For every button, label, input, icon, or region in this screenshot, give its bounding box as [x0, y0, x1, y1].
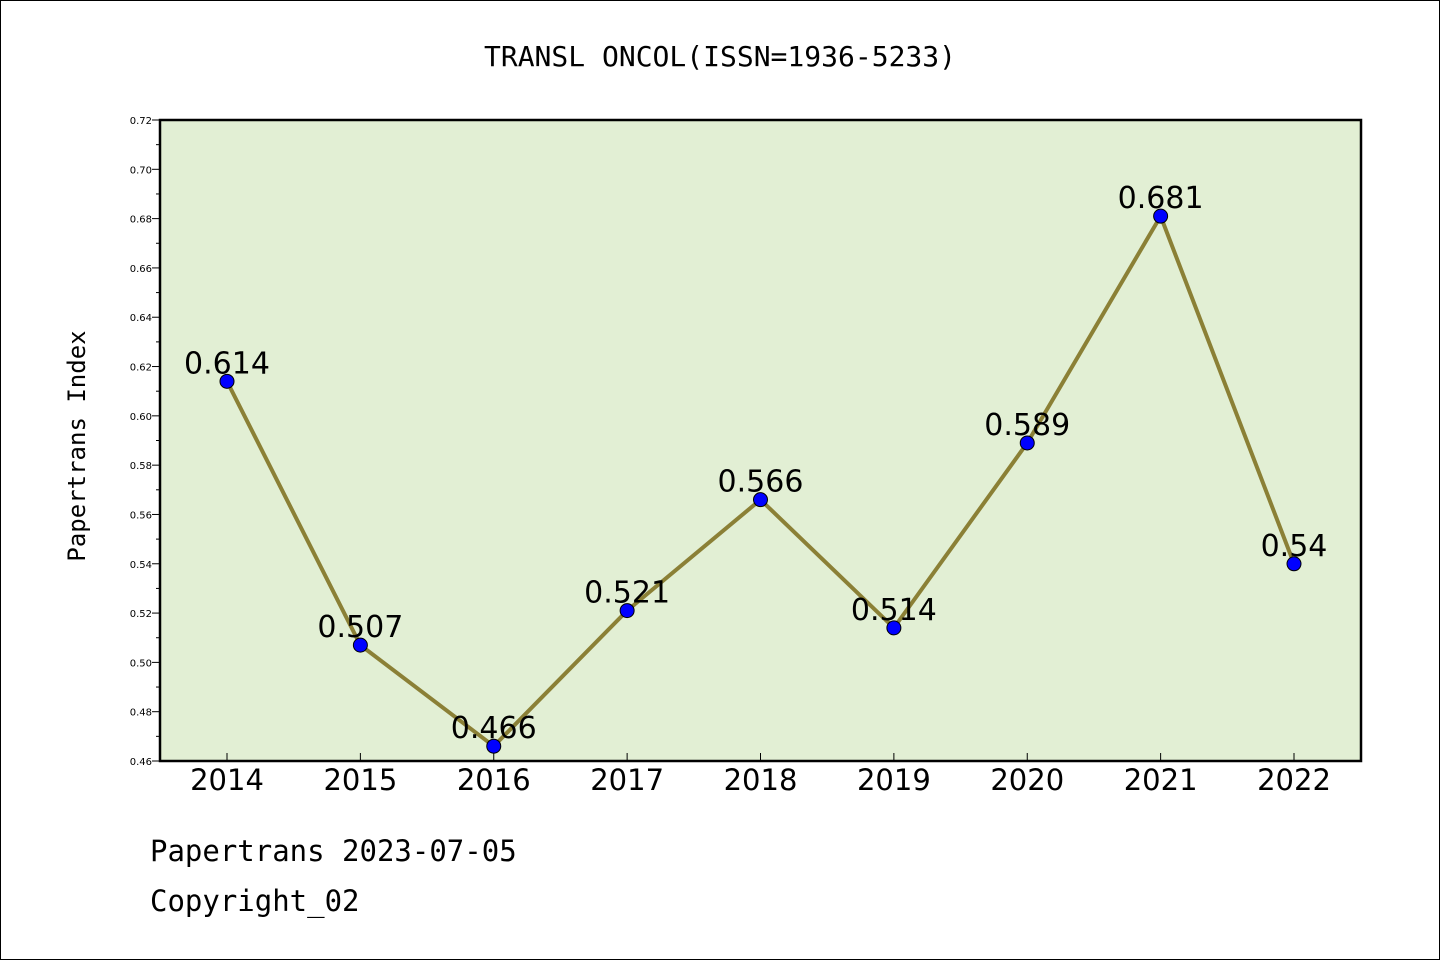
data-point [1153, 208, 1169, 224]
data-points [219, 208, 1302, 754]
data-labels: 0.614 0.507 0.466 0.521 0.566 0.514 0.589 0.681… [184, 181, 1327, 746]
y-tick-label: 0.72 [130, 116, 152, 127]
plot-border [158, 118, 1363, 763]
data-point [219, 373, 235, 389]
x-tick-label: 2020 [990, 763, 1064, 797]
y-axis-label: Papertrans Index [63, 330, 91, 561]
y-tick-label: 0.54 [130, 560, 152, 571]
x-tick-label: 2014 [190, 763, 264, 797]
data-point [486, 738, 502, 754]
data-label: 0.54 [1261, 529, 1328, 564]
y-tick-label: 0.68 [130, 215, 152, 226]
y-tick-label: 0.64 [130, 313, 152, 324]
x-tick-label: 2021 [1124, 763, 1198, 797]
x-tick-label: 2018 [724, 763, 798, 797]
y-tick-label: 0.52 [130, 609, 152, 620]
plot-area [160, 120, 1361, 761]
data-label: 0.521 [584, 576, 670, 611]
y-tick-label: 0.46 [130, 757, 152, 768]
footer-date-text: Papertrans 2023-07-05 [150, 834, 517, 868]
y-tick-label: 0.70 [130, 165, 152, 176]
y-tick-label: 0.62 [130, 363, 152, 374]
x-tick-label: 2019 [857, 763, 931, 797]
data-label: 0.507 [317, 610, 403, 645]
x-axis: 2014 2015 2016 2017 2018 2019 2020 2021 2022 [190, 753, 1331, 797]
data-point [886, 620, 902, 636]
y-tick-label: 0.56 [130, 510, 152, 521]
x-tick-label: 2017 [590, 763, 664, 797]
y-tick-label: 0.66 [130, 264, 152, 275]
y-tick-label: 0.60 [130, 412, 152, 423]
data-label: 0.614 [184, 346, 270, 381]
data-point [619, 603, 635, 619]
x-tick-label: 2022 [1257, 763, 1331, 797]
y-tick-label: 0.48 [130, 708, 152, 719]
footer-copyright-text: Copyright_02 [150, 884, 360, 918]
data-label: 0.589 [984, 408, 1070, 443]
data-point [352, 637, 368, 653]
data-point [753, 492, 768, 508]
chart-title: TRANSL ONCOL(ISSN=1936-5233) [484, 40, 956, 73]
data-label: 0.514 [851, 593, 937, 628]
y-axis: 0.46 0.48 0.50 0.52 0.54 0.56 0.58 0.60 0.62 0.64… [130, 116, 160, 768]
data-label: 0.681 [1118, 181, 1204, 216]
data-label: 0.566 [718, 465, 804, 500]
y-tick-label: 0.58 [130, 461, 152, 472]
data-point [1019, 435, 1035, 451]
x-tick-label: 2015 [323, 763, 397, 797]
x-tick-label: 2016 [457, 763, 531, 797]
data-point [1286, 556, 1302, 572]
data-label: 0.466 [451, 711, 537, 746]
y-tick-label: 0.50 [130, 658, 152, 669]
